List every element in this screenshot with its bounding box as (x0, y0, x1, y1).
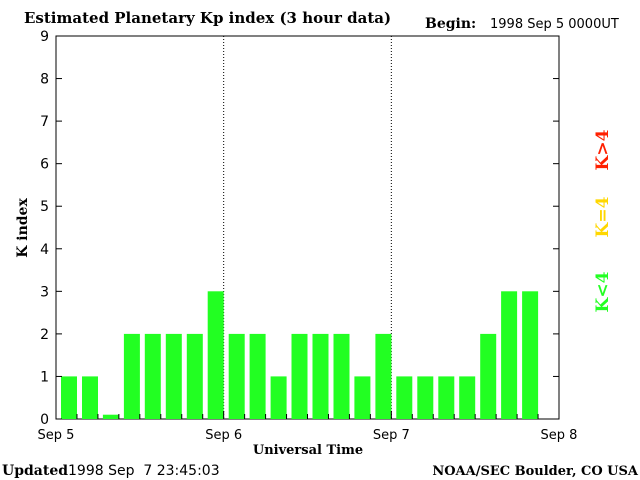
kp-bar (61, 376, 77, 419)
legend-k-equal-4: K=4 (593, 196, 613, 237)
updated-label: Updated (2, 463, 68, 479)
y-tick-label: 5 (40, 199, 49, 215)
kp-bar (354, 376, 371, 419)
kp-bar (291, 333, 308, 419)
updated-value: 1998 Sep 7 23:45:03 (68, 463, 220, 479)
y-tick-label: 3 (40, 284, 49, 300)
kp-bar (375, 333, 392, 419)
y-tick-label: 0 (40, 412, 49, 428)
kp-bar (207, 291, 224, 419)
kp-bar (144, 333, 161, 419)
kp-bar (480, 333, 497, 419)
x-tick-label: Sep 6 (205, 428, 242, 443)
kp-bar (417, 376, 434, 419)
kp-bar (249, 333, 266, 419)
begin-value: 1998 Sep 5 0000UT (490, 17, 619, 32)
kp-bar (123, 333, 140, 419)
data-source: NOAA/SEC Boulder, CO USA (432, 464, 639, 479)
y-tick-label: 7 (40, 114, 49, 130)
y-tick-label: 4 (40, 242, 49, 258)
begin-label: Begin: (425, 16, 476, 32)
x-tick-label: Sep 8 (541, 428, 578, 443)
kp-bar (102, 414, 119, 419)
y-tick-label: 6 (40, 157, 49, 173)
kp-bar (312, 333, 329, 419)
y-axis-ticks: 0 1 2 3 4 5 6 7 8 9 (40, 29, 559, 428)
y-tick-label: 9 (40, 29, 49, 45)
y-tick-label: 1 (40, 369, 49, 385)
kp-bar (438, 376, 455, 419)
kp-bar (228, 333, 245, 419)
legend-k-below-4: K<4 (593, 271, 613, 312)
x-axis-label: Universal Time (253, 443, 363, 458)
kp-bar (522, 291, 539, 419)
kp-bar (165, 333, 182, 419)
kp-bar (501, 291, 518, 419)
y-tick-label: 8 (40, 72, 49, 88)
kp-bar (270, 376, 287, 419)
kp-bar (333, 333, 350, 419)
y-axis-label: K index (15, 198, 31, 258)
x-axis-ticks: Sep 5 Sep 6 Sep 7 Sep 8 (38, 411, 578, 443)
kp-bar (396, 376, 413, 419)
x-tick-label: Sep 7 (373, 428, 410, 443)
x-tick-label: Sep 5 (38, 428, 75, 443)
y-tick-label: 2 (40, 327, 49, 343)
chart-title: Estimated Planetary Kp index (3 hour dat… (24, 9, 391, 27)
kp-bar (82, 376, 98, 419)
legend-k-above-4: K>4 (593, 129, 613, 170)
kp-bars (61, 291, 539, 419)
kp-bar (186, 333, 203, 419)
day-separators (223, 36, 392, 419)
kp-bar (459, 376, 476, 419)
